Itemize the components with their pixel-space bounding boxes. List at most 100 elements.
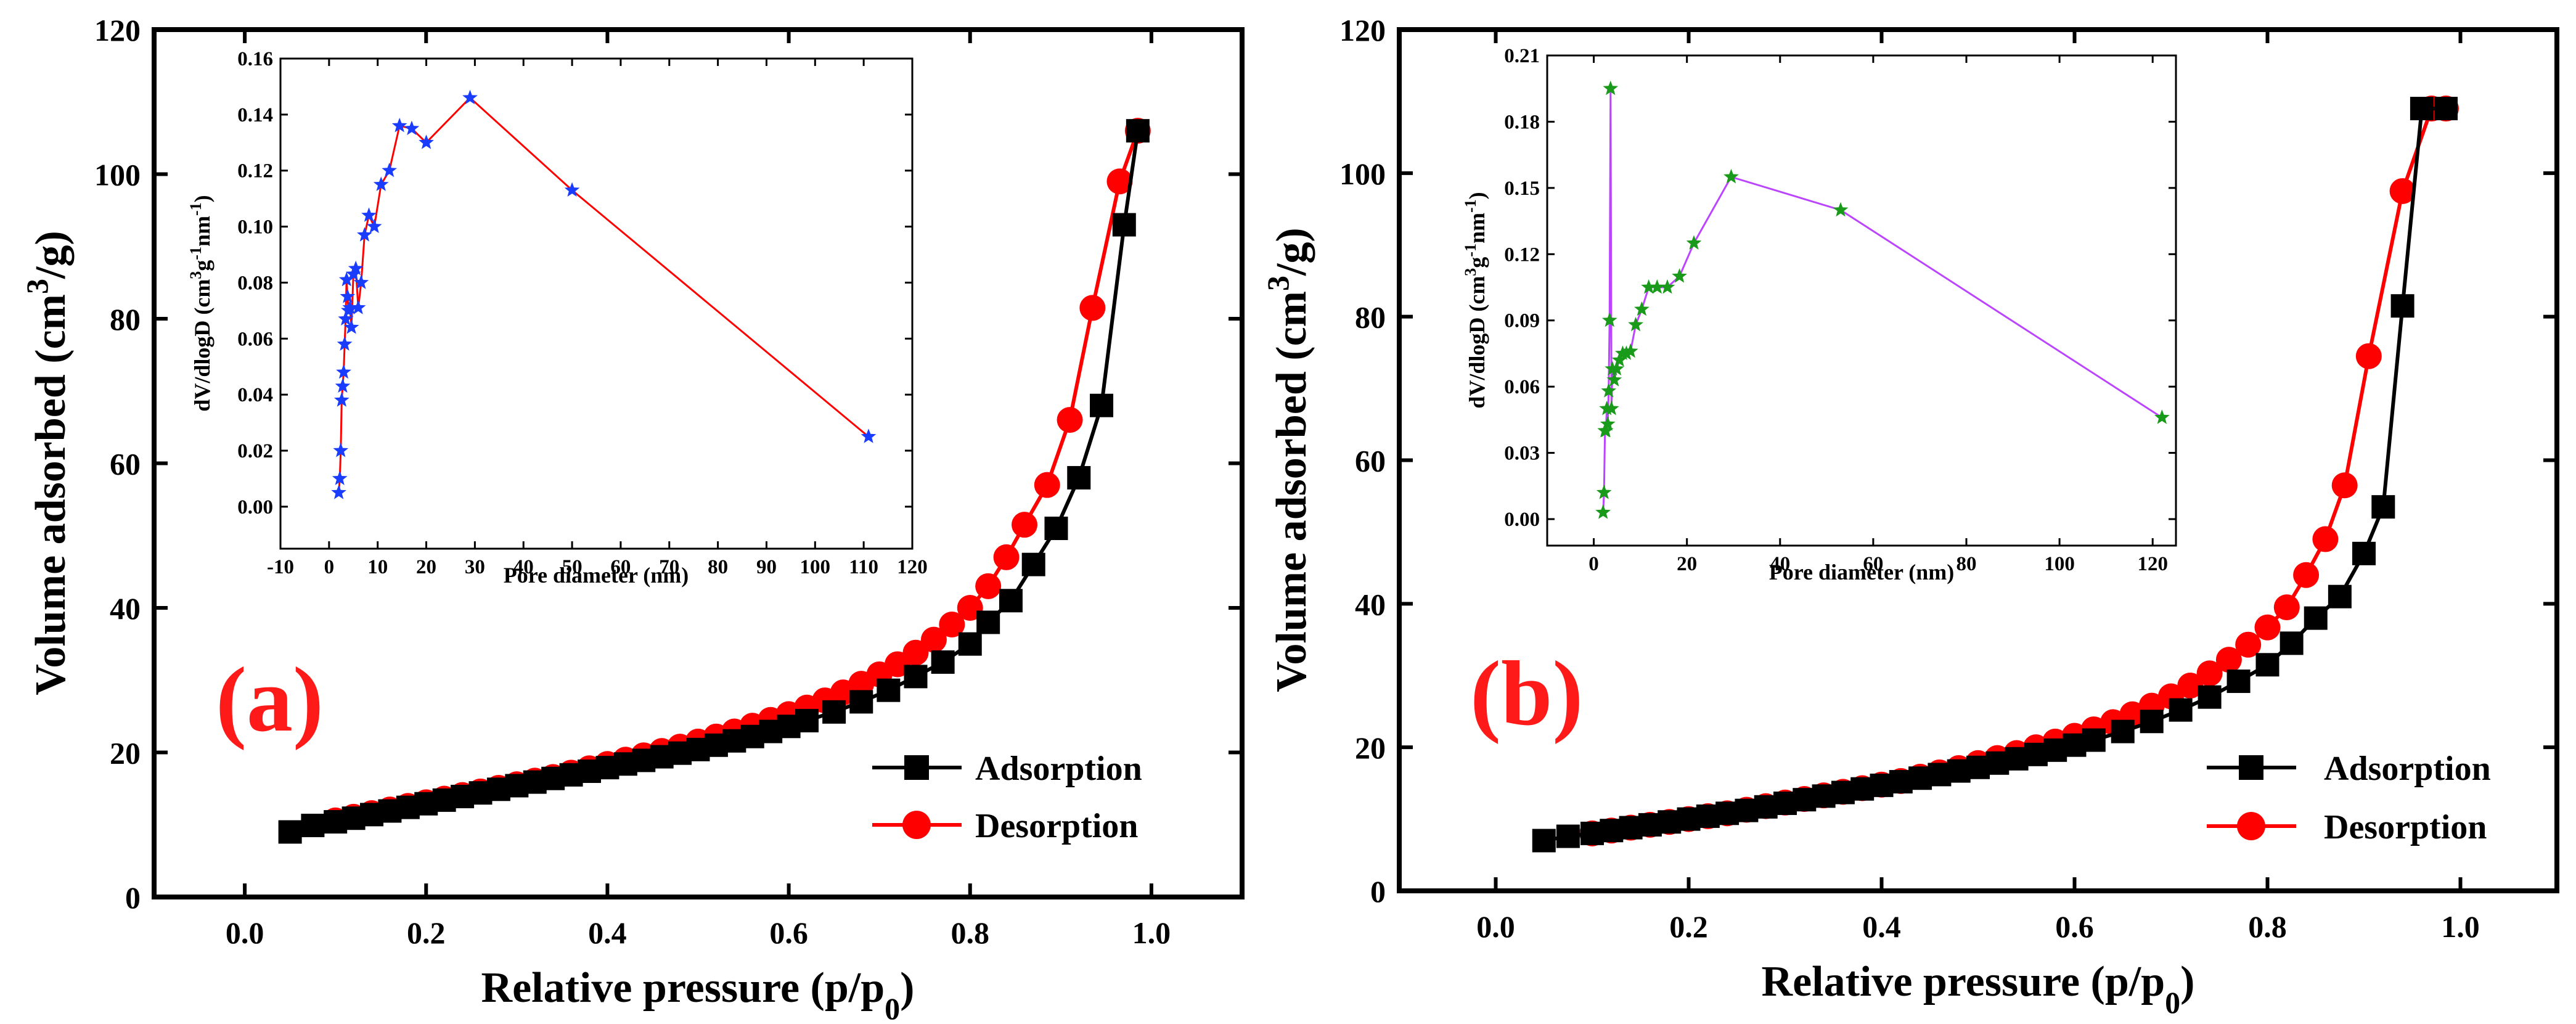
legend-a: Adsorption Desorption xyxy=(872,750,1142,845)
inset-x-tick-label-a: -10 xyxy=(267,556,294,578)
y-tick-label-b: 60 xyxy=(1355,444,1386,478)
legend-label-desorption-a: Desorption xyxy=(975,807,1138,845)
data-point-adsorption-b xyxy=(2304,606,2328,630)
data-point-desorption-b xyxy=(2177,673,2204,699)
inset-b: 0 20 40 60 80 100 120 0.00 0.03 0.06 0.09 0.12 0.15 0… xyxy=(1462,45,2177,584)
inset-data-point-a xyxy=(338,271,354,287)
x-tick-label-b: 0.6 xyxy=(2055,909,2094,944)
data-point-adsorption-a xyxy=(1090,393,1114,417)
inset-background-b xyxy=(1547,55,2176,546)
x-tick-label-a: 0.2 xyxy=(407,915,446,950)
inset-x-tick-label-b: 80 xyxy=(1957,553,1977,575)
inset-y-tick-label-a: 0.16 xyxy=(237,48,273,70)
y-tick-label-b: 20 xyxy=(1355,731,1386,765)
data-point-desorption-a xyxy=(1106,168,1133,195)
y-tick-label-a: 100 xyxy=(94,158,141,192)
inset-data-point-b xyxy=(1603,401,1619,416)
inset-data-point-a xyxy=(336,364,351,379)
y-tick-label-a: 40 xyxy=(110,591,141,626)
inset-x-tick-label-b: 60 xyxy=(1863,553,1883,575)
inset-x-tick-label-a: 50 xyxy=(562,556,583,578)
x-tick-label-b: 0.8 xyxy=(2248,909,2287,944)
data-point-desorption-a xyxy=(920,626,947,653)
legend-marker-adsorption-a xyxy=(904,755,929,780)
inset-y-tick-label-a: 0.14 xyxy=(237,104,273,126)
data-point-adsorption-a xyxy=(1067,465,1091,489)
data-point-desorption-a xyxy=(1079,295,1106,321)
inset-y-tick-label-b: 0.09 xyxy=(1504,310,1540,332)
x-axis-title-b: Relative pressure (p/p0) xyxy=(1762,958,2195,1020)
inset-x-tick-label-a: 80 xyxy=(708,556,728,578)
inset-y-tick-label-a: 0.12 xyxy=(237,160,273,182)
data-point-adsorption-a xyxy=(822,700,846,724)
inset-y-tick-label-b: 0.00 xyxy=(1504,509,1540,531)
inset-data-point-a xyxy=(340,289,356,303)
inset-data-point-a xyxy=(353,274,369,289)
panel-b: 0.0 0.2 0.4 0.6 0.8 1.0 0 20 40 60 80 100 120 Relati… xyxy=(1261,13,2559,1020)
main-series-b xyxy=(1532,96,2459,853)
data-point-desorption-b xyxy=(2273,594,2300,621)
y-axis-title-b: Volume adsorbed (cm3/g) xyxy=(1261,227,1315,692)
data-point-desorption-b xyxy=(2235,631,2262,658)
inset-data-point-b xyxy=(1634,301,1650,316)
inset-data-point-b xyxy=(1619,345,1634,360)
inset-y-tick-label-b: 0.06 xyxy=(1504,376,1540,398)
y-tick-label-b: 120 xyxy=(1339,13,1386,47)
inset-data-point-b xyxy=(1600,416,1616,431)
inset-data-point-b xyxy=(1649,279,1665,294)
inset-data-point-a xyxy=(332,470,348,485)
inset-data-point-b xyxy=(1672,268,1687,283)
inset-data-point-b xyxy=(1609,361,1624,375)
inset-data-point-a xyxy=(333,443,349,457)
data-point-adsorption-a xyxy=(301,813,325,837)
inset-data-point-a xyxy=(564,182,580,197)
inset-background-a xyxy=(280,59,912,549)
inset-data-point-a xyxy=(343,319,359,334)
inset-data-point-b xyxy=(1659,279,1675,294)
data-point-adsorption-b xyxy=(2410,97,2434,121)
data-point-desorption-b xyxy=(2196,660,2223,687)
legend-marker-adsorption-b xyxy=(2239,755,2263,780)
inset-x-tick-label-a: 100 xyxy=(800,556,831,578)
inset-series-a xyxy=(331,89,877,499)
data-point-desorption-b xyxy=(2312,526,2339,552)
inset-data-point-b xyxy=(1595,504,1611,519)
inset-series-b xyxy=(1595,80,2170,519)
inset-data-point-a xyxy=(337,336,353,351)
data-point-adsorption-a xyxy=(1126,119,1150,143)
inset-frame-b xyxy=(1546,54,2177,547)
inset-x-tick-label-a: 120 xyxy=(897,556,928,578)
y-tick-label-b: 80 xyxy=(1355,300,1386,335)
main-plot-frame-a xyxy=(152,27,1245,899)
inset-frame-a xyxy=(279,57,914,550)
data-point-adsorption-b xyxy=(2328,584,2352,608)
legend-marker-desorption-a xyxy=(902,811,931,839)
inset-data-point-b xyxy=(2154,409,2170,424)
data-point-adsorption-a xyxy=(278,820,302,844)
data-point-adsorption-b xyxy=(2226,670,2251,694)
inset-data-point-b xyxy=(1723,169,1739,184)
y-axis-title-a: Volume adsorbed (cm3/g) xyxy=(20,231,75,695)
inset-y-tick-label-a: 0.10 xyxy=(237,216,273,239)
legend-marker-desorption-b xyxy=(2237,812,2265,840)
data-point-adsorption-b xyxy=(2390,294,2414,318)
inset-y-tick-label-a: 0.06 xyxy=(237,328,273,350)
inset-data-point-a xyxy=(419,134,434,149)
data-point-adsorption-a xyxy=(904,665,928,689)
inset-data-point-b xyxy=(1833,202,1849,217)
data-point-adsorption-a xyxy=(849,690,873,714)
inset-data-point-a xyxy=(350,300,366,314)
inset-y-tick-label-a: 0.04 xyxy=(237,384,273,406)
data-point-adsorption-b xyxy=(2169,698,2193,722)
inset-data-point-a xyxy=(462,89,478,105)
x-tick-label-a: 0.8 xyxy=(951,915,990,950)
x-tick-label-b: 1.0 xyxy=(2441,909,2480,944)
inset-data-point-b xyxy=(1601,312,1617,327)
legend-label-adsorption-b: Adsorption xyxy=(2324,750,2491,788)
inset-x-tick-label-a: 110 xyxy=(849,556,878,578)
main-tick-labels-b: 0.0 0.2 0.4 0.6 0.8 1.0 0 20 40 60 80 100 120 xyxy=(1339,13,2480,944)
data-point-adsorption-b xyxy=(2434,97,2458,121)
inset-x-tick-label-a: 70 xyxy=(659,556,679,578)
